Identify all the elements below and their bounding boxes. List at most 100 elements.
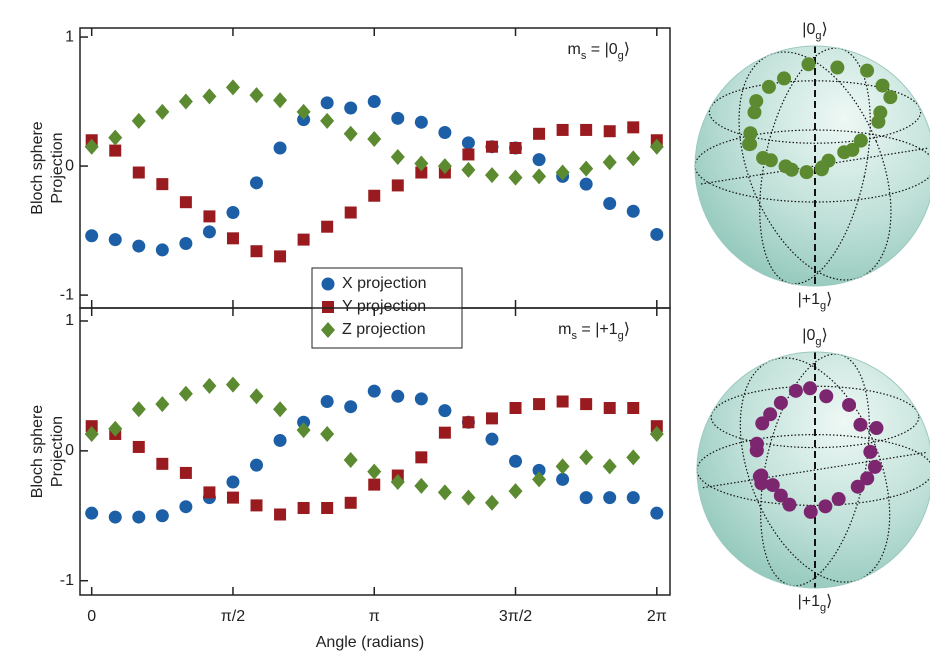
marker-square	[250, 499, 263, 512]
marker-circle	[250, 458, 264, 472]
marker-square	[533, 127, 546, 140]
marker-square	[297, 501, 310, 514]
marker-circle	[179, 500, 193, 514]
marker-square	[556, 395, 569, 408]
marker-diamond	[484, 494, 499, 511]
marker-circle	[485, 432, 499, 446]
marker-diamond	[108, 420, 123, 437]
marker-diamond	[649, 138, 664, 155]
marker-diamond	[414, 477, 429, 494]
legend-marker	[321, 322, 335, 338]
marker-circle	[85, 229, 99, 243]
x-tick-label: 3π/2	[499, 608, 532, 625]
marker-diamond	[320, 112, 335, 129]
meridian	[738, 51, 892, 281]
sphere-top-label: |0g⟩	[802, 327, 827, 348]
marker-square	[274, 250, 287, 263]
marker-circle	[85, 506, 99, 520]
marker-circle	[320, 395, 334, 409]
marker-diamond	[532, 168, 547, 185]
marker-diamond	[461, 489, 476, 506]
sphere-point	[883, 90, 898, 105]
marker-diamond	[390, 474, 405, 491]
marker-square	[580, 398, 593, 411]
marker-diamond	[178, 93, 193, 110]
marker-circle	[250, 176, 264, 190]
marker-circle	[226, 206, 240, 220]
sphere-top-label-part: ⟩	[821, 327, 827, 344]
sphere-point	[749, 443, 764, 458]
sphere-bottom-label-part: ⟩	[826, 593, 832, 610]
marker-square	[485, 140, 498, 153]
marker-diamond	[273, 92, 288, 109]
annotation: ms = |0g⟩	[568, 41, 631, 62]
sphere-point	[777, 71, 792, 86]
marker-diamond	[131, 112, 146, 129]
marker-circle	[391, 111, 405, 125]
legend-label: Y projection	[342, 298, 426, 315]
sphere-point	[863, 444, 878, 459]
marker-circle	[438, 404, 452, 418]
marker-circle	[626, 204, 640, 218]
annotation-part: ⟩	[624, 41, 630, 58]
sphere-point	[860, 471, 875, 486]
marker-diamond	[202, 88, 217, 105]
marker-diamond	[555, 458, 570, 475]
marker-square	[203, 210, 216, 223]
marker-square	[321, 220, 334, 233]
marker-diamond	[367, 463, 382, 480]
legend-label: X projection	[342, 275, 427, 292]
sphere-point	[871, 114, 886, 129]
marker-circle	[155, 243, 169, 257]
marker-square	[344, 206, 357, 219]
sphere-point	[773, 395, 788, 410]
legend-label: Z projection	[342, 321, 426, 338]
marker-square	[603, 401, 616, 414]
sphere-bottom-label-part: ⟩	[826, 291, 832, 308]
marker-circle	[391, 389, 405, 403]
marker-square	[368, 478, 381, 491]
sphere-point	[850, 479, 865, 494]
sphere-point	[788, 383, 803, 398]
marker-diamond	[508, 169, 523, 186]
marker-square	[391, 179, 404, 192]
sphere-point	[875, 78, 890, 93]
marker-square	[344, 496, 357, 509]
marker-diamond	[484, 167, 499, 184]
marker-square	[580, 123, 593, 136]
bloch-sphere	[694, 45, 930, 287]
marker-diamond	[249, 87, 264, 104]
marker-diamond	[273, 401, 288, 418]
sphere-top-label-part: |0	[802, 21, 815, 38]
sphere-top-label-part: g	[815, 30, 821, 42]
marker-square	[321, 501, 334, 514]
sphere-bottom-label: |+1g⟩	[798, 593, 833, 614]
sphere-point	[749, 94, 764, 109]
sphere-point	[830, 60, 845, 75]
sphere-point	[831, 492, 846, 507]
marker-square	[627, 121, 640, 134]
marker-diamond	[602, 154, 617, 171]
annotation-part: s	[581, 50, 587, 62]
marker-diamond	[437, 484, 452, 501]
marker-square	[132, 166, 145, 179]
y-axis-label: Projection	[49, 416, 66, 487]
marker-square	[627, 401, 640, 414]
marker-diamond	[296, 422, 311, 439]
marker-square	[179, 466, 192, 479]
marker-circle	[532, 463, 546, 477]
marker-circle	[108, 510, 122, 524]
marker-circle	[603, 196, 617, 210]
sphere-top-label-part: g	[815, 336, 821, 348]
sphere-bottom-label: |+1g⟩	[798, 291, 833, 312]
y-axis-label: Bloch sphere	[29, 121, 46, 214]
marker-circle	[603, 491, 617, 505]
marker-diamond	[532, 471, 547, 488]
marker-square	[109, 144, 122, 157]
marker-circle	[509, 454, 523, 468]
marker-square	[156, 178, 169, 191]
marker-diamond	[343, 451, 358, 468]
bloch-sphere	[696, 351, 930, 589]
marker-diamond	[225, 79, 240, 96]
marker-square	[509, 401, 522, 414]
